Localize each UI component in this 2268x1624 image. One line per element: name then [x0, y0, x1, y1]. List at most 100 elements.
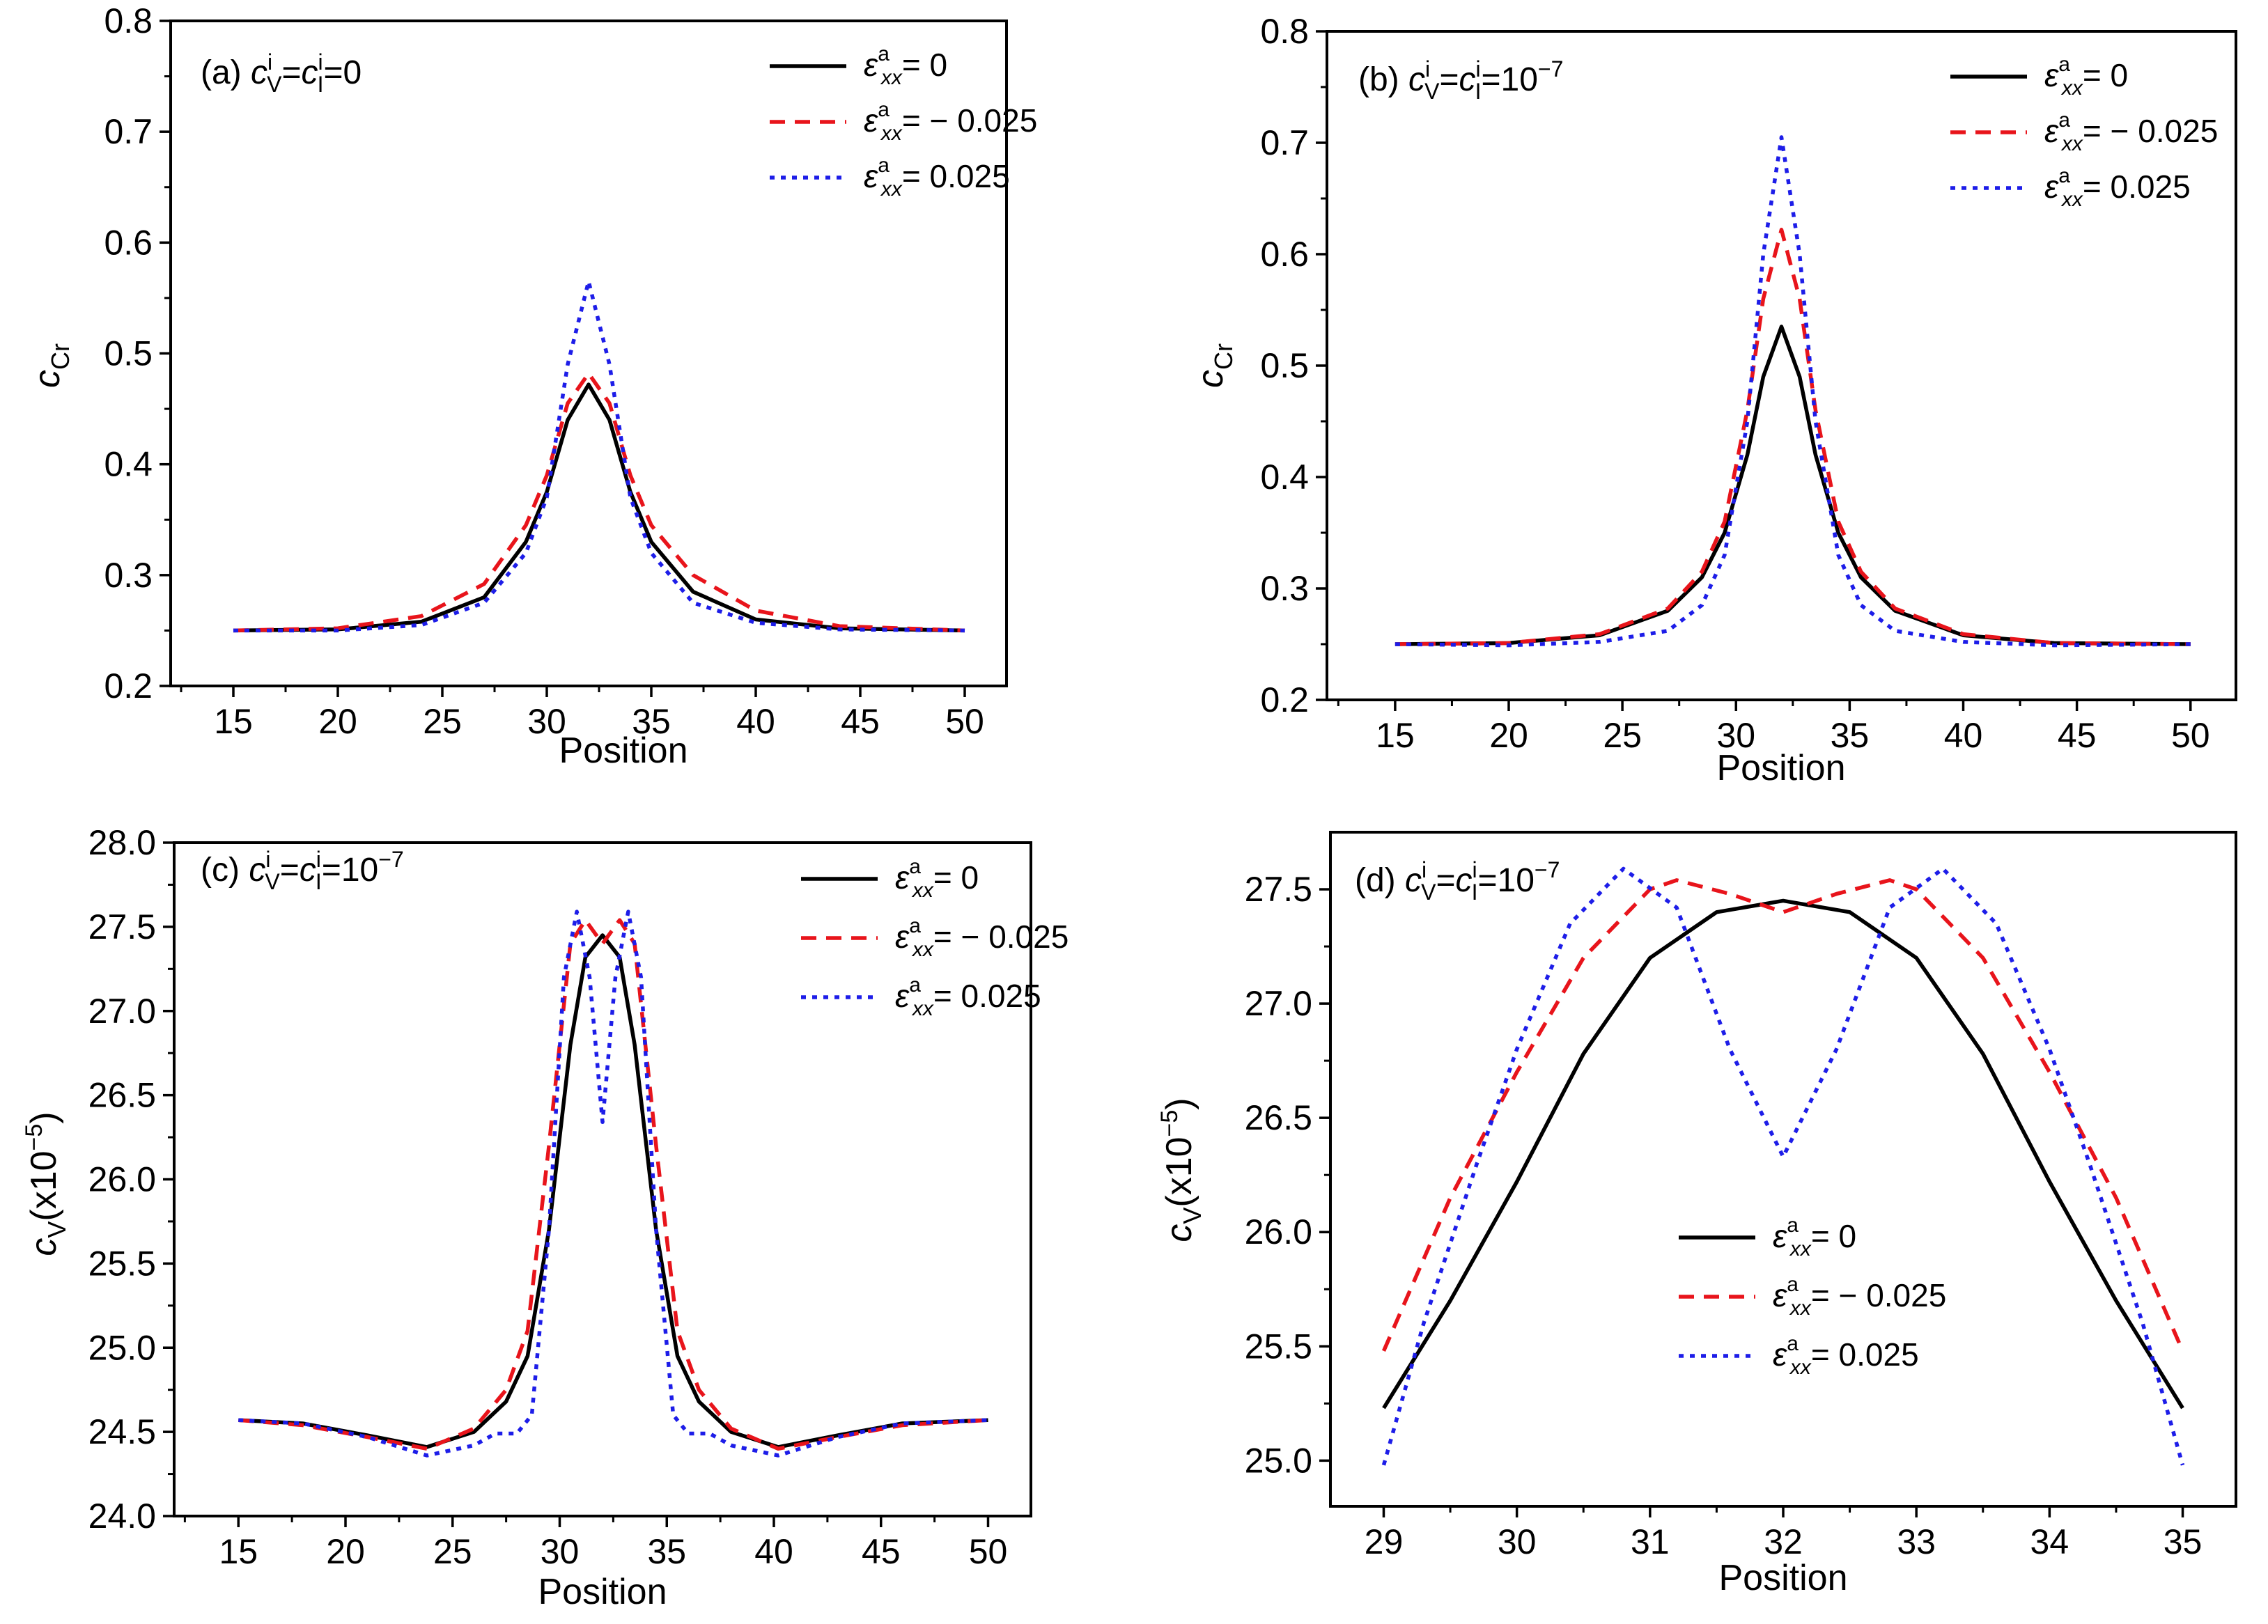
y-tick-label: 27.0 — [1245, 984, 1312, 1023]
legend-subscript: xx — [880, 178, 903, 201]
y-title-symbol: c — [24, 1238, 64, 1256]
cond-subscript: V — [1421, 880, 1436, 905]
x-tick-label: 40 — [1944, 716, 1983, 755]
panel-letter: (b) — [1358, 61, 1408, 98]
x-axis-title: Position — [538, 1572, 667, 1612]
series-line-2 — [238, 909, 988, 1458]
chart-panel-c: 15 20 25 30 35 40 45 50 24.0 24.5 25.0 25.5 26.0 26.5… — [21, 823, 1069, 1612]
legend-subscript: xx — [911, 997, 934, 1020]
legend-superscript: a — [909, 855, 921, 878]
legend-subscript: xx — [2060, 132, 2083, 155]
legend-value: = 0.025 — [1811, 1336, 1919, 1373]
legend-subscript: xx — [911, 938, 934, 961]
series-line-0 — [1382, 898, 2184, 1410]
series-line-2 — [1381, 866, 2185, 1466]
y-tick-label: 27.5 — [88, 907, 156, 946]
y-axis-title: cCr — [1190, 343, 1238, 388]
legend-superscript: a — [878, 42, 890, 65]
y-tick-label: 27.0 — [88, 992, 156, 1031]
legend-strain-symbol: ε — [2044, 113, 2059, 149]
x-tick-label: 35 — [632, 702, 671, 741]
y-title-scale: (x10 — [1159, 1137, 1199, 1207]
y-tick-label: 28.0 — [88, 823, 156, 862]
legend-value: = 0 — [1811, 1218, 1856, 1254]
x-tick-label: 15 — [214, 702, 253, 741]
legend-value: = 0 — [902, 47, 947, 83]
x-tick-label: 45 — [862, 1532, 901, 1571]
cond-symbol: c — [1459, 61, 1475, 98]
x-tick-label: 29 — [1365, 1522, 1404, 1561]
x-axis-title: Position — [1717, 748, 1846, 788]
legend-strain-symbol: ε — [1773, 1336, 1787, 1373]
legend-superscript: a — [1787, 1214, 1799, 1237]
cond-symbol: c — [300, 852, 316, 889]
legend-label-0: εa xx= 0 — [2044, 53, 2128, 100]
y-tick-label: 26.0 — [1245, 1212, 1312, 1251]
x-tick-label: 15 — [1376, 716, 1415, 755]
y-title-symbol: c — [27, 370, 68, 388]
cond-subscript: I — [1475, 79, 1482, 104]
legend-value: = 0.025 — [902, 158, 1010, 194]
legend-superscript: a — [2058, 53, 2070, 76]
legend-strain-symbol: ε — [1773, 1277, 1787, 1313]
cond-value: =0 — [323, 54, 362, 91]
y-tick-label: 26.5 — [1245, 1098, 1312, 1137]
cond-symbol: c — [1408, 61, 1425, 98]
legend-label-1: εa xx= − 0.025 — [864, 98, 1037, 145]
x-tick-label: 25 — [423, 702, 462, 741]
legend-superscript: a — [878, 98, 890, 121]
legend-superscript: a — [878, 154, 890, 177]
legend-subscript: xx — [1789, 1237, 1812, 1260]
x-axis-title: Position — [559, 731, 688, 771]
y-tick-label: 0.6 — [1260, 235, 1309, 274]
legend-subscript: xx — [880, 122, 903, 145]
y-tick-label: 0.2 — [104, 666, 153, 705]
panel-letter: (a) — [201, 54, 251, 91]
legend-value: = − 0.025 — [2083, 113, 2218, 149]
cond-symbol: c — [249, 852, 265, 889]
legend-subscript: xx — [2060, 77, 2083, 100]
legend-strain-symbol: ε — [895, 978, 910, 1014]
legend-strain-symbol: ε — [895, 859, 910, 896]
x-tick-label: 35 — [1831, 716, 1870, 755]
legend-subscript: xx — [1789, 1297, 1812, 1320]
y-tick-label: 0.7 — [1260, 123, 1309, 162]
cond-subscript: I — [1472, 880, 1478, 905]
cond-symbol: c — [1455, 862, 1472, 899]
legend-label-1: εa xx= − 0.025 — [2044, 109, 2218, 155]
x-tick-label: 20 — [1489, 716, 1528, 755]
legend-strain-symbol: ε — [864, 158, 878, 194]
y-tick-label: 25.5 — [88, 1244, 156, 1283]
cond-exponent: −7 — [1535, 857, 1560, 882]
chart-panel-a: 15 20 25 30 35 40 45 50 0.2 0.3 0.4 0.5 0.6 0.7 0.8 Pos… — [27, 1, 1037, 771]
legend-label-0: εa xx= 0 — [1773, 1214, 1856, 1260]
legend-strain-symbol: ε — [864, 102, 878, 139]
x-tick-label: 40 — [754, 1532, 793, 1571]
y-axis-title: cV(x10−5) — [21, 1111, 71, 1256]
panel-letter: (c) — [201, 852, 249, 889]
series-line-1 — [1395, 228, 2191, 646]
panel-label: (d) ci V=ci I=10−7 — [1355, 857, 1560, 905]
series-line-0 — [233, 382, 965, 633]
y-tick-label: 0.2 — [1260, 680, 1309, 719]
legend-subscript: xx — [1789, 1356, 1812, 1379]
x-tick-label: 45 — [841, 702, 880, 741]
y-tick-label: 24.5 — [88, 1412, 156, 1451]
cond-superscript: i — [265, 847, 270, 872]
plot-frame — [1329, 831, 2237, 1508]
series-line-1 — [1381, 878, 2185, 1352]
y-tick-label: 26.5 — [88, 1076, 156, 1115]
cond-subscript: V — [265, 869, 280, 894]
legend-label-0: εa xx= 0 — [895, 855, 979, 902]
x-tick-label: 25 — [433, 1532, 472, 1571]
y-tick-label: 0.5 — [1260, 346, 1309, 385]
x-tick-label: 30 — [1716, 716, 1755, 755]
legend-value: = − 0.025 — [902, 102, 1037, 139]
legend-value: = − 0.025 — [933, 919, 1069, 955]
x-tick-label: 30 — [1498, 1522, 1537, 1561]
y-tick-label: 0.4 — [104, 445, 153, 484]
legend-strain-symbol: ε — [2044, 57, 2059, 93]
legend-label-1: εa xx= − 0.025 — [1773, 1273, 1946, 1320]
